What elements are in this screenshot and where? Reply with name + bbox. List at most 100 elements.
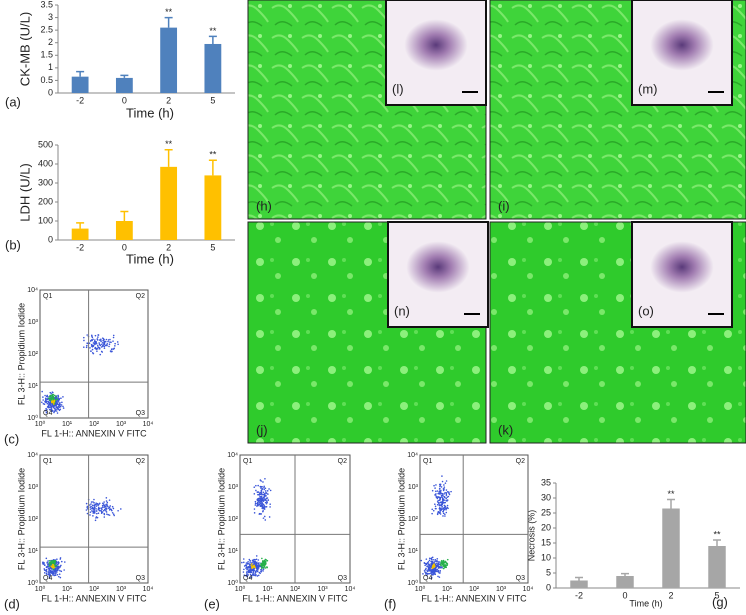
- flow-event: [62, 407, 65, 409]
- flow-event: [114, 345, 116, 347]
- flow-event: [263, 493, 266, 496]
- flow-event: [98, 339, 101, 341]
- flow-event: [43, 568, 46, 570]
- y-tick-label: 10³: [28, 484, 39, 491]
- flow-event: [260, 513, 263, 515]
- flow-event: [53, 570, 56, 573]
- flow-event: [92, 338, 94, 341]
- flow-event: [101, 506, 104, 509]
- flow-event: [50, 392, 53, 395]
- flow-event: [426, 569, 428, 572]
- y-tick-label: 10¹: [28, 383, 39, 390]
- flow-event: [445, 480, 448, 482]
- flow-event: [90, 501, 93, 503]
- quadrant-label: Q3: [136, 410, 145, 417]
- inset: [631, 0, 733, 106]
- flow-event: [442, 510, 444, 513]
- flow-event: [424, 564, 426, 567]
- flow-event: [255, 489, 257, 492]
- y-tick-label: 0.5: [40, 75, 53, 85]
- flow-event: [438, 576, 441, 578]
- flow-event: [100, 343, 103, 346]
- flow-event: [47, 560, 49, 562]
- flow-event: [49, 573, 51, 576]
- flow-event: [100, 512, 103, 515]
- flow-event: [105, 497, 108, 499]
- y-tick-label: 10²: [28, 516, 39, 523]
- flow-event: [256, 505, 258, 507]
- y-tick-label: 10⁴: [407, 452, 418, 459]
- y-tick-label: 10: [541, 552, 551, 562]
- flow-event: [49, 396, 52, 398]
- x-tick-label: 10¹: [62, 586, 73, 593]
- x-tick-label: 2: [166, 242, 171, 252]
- flow-event: [440, 486, 443, 488]
- flow-event: [443, 508, 446, 510]
- flow-event: [256, 561, 258, 563]
- flow-event: [44, 397, 47, 400]
- flow-event: [89, 508, 92, 510]
- flow-event: [96, 344, 99, 347]
- flow-event: [44, 394, 46, 397]
- flow-event: [103, 513, 106, 516]
- flow-event: [43, 564, 46, 566]
- flow-event: [94, 339, 96, 341]
- flow-event: [436, 559, 438, 562]
- flow-event: [92, 515, 94, 517]
- x-tick-label: 10³: [116, 421, 127, 428]
- flow-event: [243, 574, 246, 576]
- flow-event: [251, 559, 254, 562]
- flow-event: [51, 409, 54, 412]
- flow-event: [439, 508, 441, 511]
- flow-event: [256, 575, 259, 577]
- flow-event: [89, 511, 92, 513]
- flow-event: [261, 567, 263, 570]
- flow-event: [257, 559, 260, 561]
- flow-event: [42, 396, 44, 398]
- y-tick-label: 5: [546, 567, 551, 577]
- flow-event: [440, 560, 443, 562]
- flow-event: [98, 348, 101, 350]
- flow-event: [430, 572, 433, 574]
- flow-event: [45, 569, 47, 572]
- flow-event: [60, 570, 63, 573]
- flow-event: [444, 491, 446, 494]
- y-tick-label: 500: [38, 139, 53, 149]
- flow-event: [253, 558, 255, 561]
- flow-event: [249, 559, 251, 562]
- flow-event: [435, 484, 437, 486]
- flow-event: [98, 343, 101, 346]
- flow-event: [83, 346, 85, 348]
- flow-event: [263, 488, 266, 491]
- flow-event: [430, 564, 432, 566]
- flow-event: [434, 487, 436, 489]
- x-tick-label: 10³: [116, 586, 127, 593]
- flow-event: [438, 504, 441, 506]
- flow-event: [91, 336, 94, 339]
- flow-event: [435, 495, 438, 497]
- flow-event: [241, 561, 243, 564]
- flow-event: [116, 341, 119, 343]
- flow-event: [93, 502, 95, 504]
- significance-marker: **: [165, 139, 173, 149]
- y-tick-label: 10⁰: [407, 579, 418, 587]
- flow-event: [51, 405, 53, 408]
- flow-event: [103, 345, 106, 348]
- flow-event: [446, 558, 449, 561]
- flow-event: [104, 505, 107, 507]
- flow-event: [246, 563, 249, 565]
- flow-event: [45, 557, 48, 560]
- flow-event: [85, 502, 88, 505]
- flow-event: [439, 485, 441, 487]
- error-bar: [120, 210, 129, 221]
- flow-event: [269, 506, 271, 508]
- y-tick-label: 2.5: [40, 25, 53, 35]
- flow-event: [45, 572, 48, 575]
- y-tick-label: 10⁴: [227, 452, 238, 459]
- flow-event: [428, 564, 431, 566]
- flow-event: [444, 560, 447, 563]
- flow-event: [53, 411, 55, 414]
- bar: [71, 76, 89, 93]
- flow-event: [268, 516, 271, 518]
- flow-event: [108, 343, 111, 345]
